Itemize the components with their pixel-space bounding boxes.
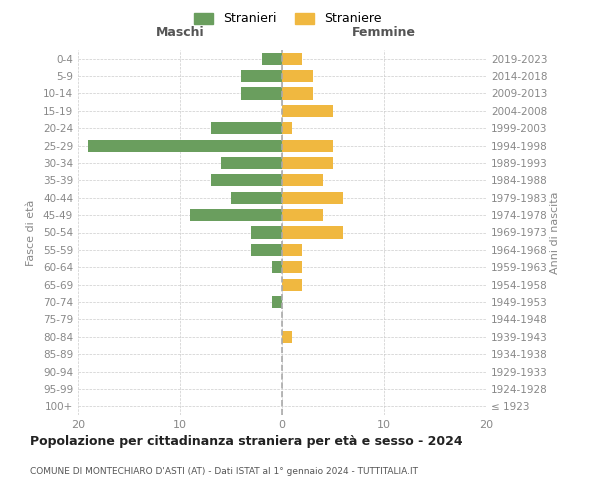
Bar [282, 105, 333, 117]
Bar [282, 226, 343, 238]
Bar [211, 122, 282, 134]
Bar [251, 244, 282, 256]
Bar [282, 70, 313, 82]
Bar [282, 174, 323, 186]
Bar [231, 192, 282, 204]
Y-axis label: Fasce di età: Fasce di età [26, 200, 36, 266]
Text: Popolazione per cittadinanza straniera per età e sesso - 2024: Popolazione per cittadinanza straniera p… [30, 435, 463, 448]
Bar [272, 296, 282, 308]
Text: Femmine: Femmine [352, 26, 416, 39]
Bar [282, 140, 333, 151]
Text: Maschi: Maschi [155, 26, 205, 39]
Bar [282, 52, 302, 65]
Legend: Stranieri, Straniere: Stranieri, Straniere [191, 8, 385, 29]
Bar [262, 52, 282, 65]
Text: COMUNE DI MONTECHIARO D'ASTI (AT) - Dati ISTAT al 1° gennaio 2024 - TUTTITALIA.I: COMUNE DI MONTECHIARO D'ASTI (AT) - Dati… [30, 468, 418, 476]
Bar [282, 192, 343, 204]
Bar [211, 174, 282, 186]
Bar [241, 70, 282, 82]
Y-axis label: Anni di nascita: Anni di nascita [550, 191, 560, 274]
Bar [282, 88, 313, 100]
Bar [190, 209, 282, 221]
Bar [241, 88, 282, 100]
Bar [282, 278, 302, 290]
Bar [282, 330, 292, 343]
Bar [251, 226, 282, 238]
Bar [282, 122, 292, 134]
Bar [282, 157, 333, 169]
Bar [272, 261, 282, 274]
Bar [88, 140, 282, 151]
Bar [282, 209, 323, 221]
Bar [282, 244, 302, 256]
Bar [282, 261, 302, 274]
Bar [221, 157, 282, 169]
